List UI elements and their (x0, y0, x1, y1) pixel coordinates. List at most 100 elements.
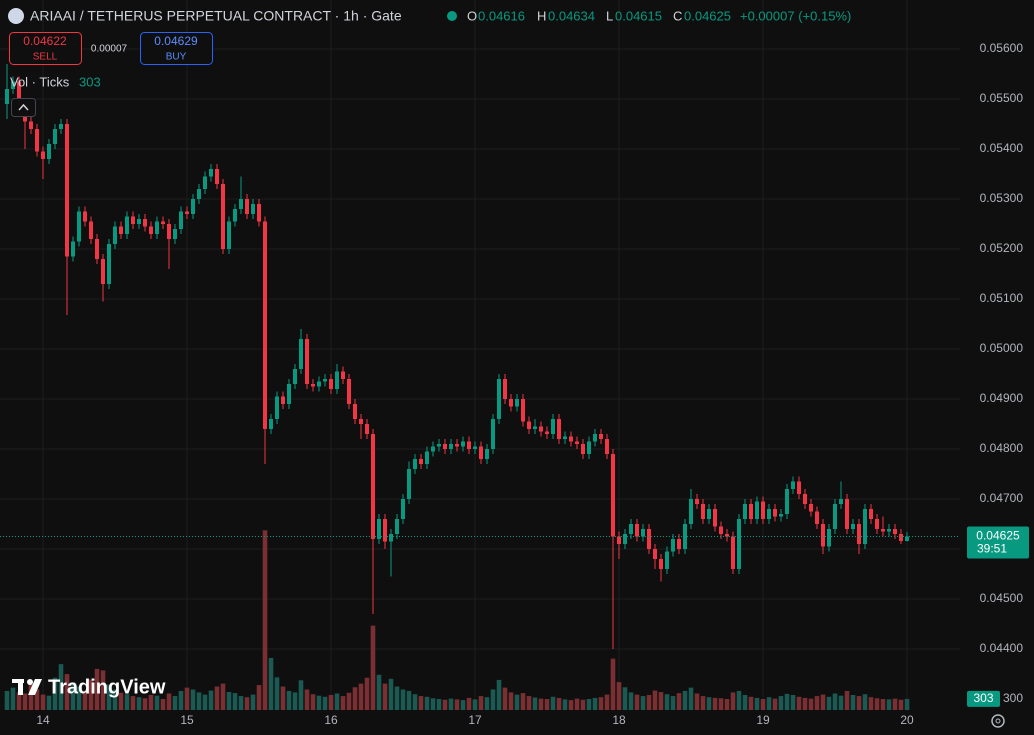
candle-body (455, 444, 459, 447)
volume-bar (316, 695, 322, 710)
candle-body (755, 501, 759, 519)
settings-button[interactable] (991, 714, 1005, 728)
volume-bar (88, 679, 94, 710)
candle-body (791, 481, 795, 489)
candle-body (305, 339, 309, 384)
logo-part (18, 679, 23, 695)
volume-bar (850, 694, 856, 710)
candle-body (203, 176, 207, 189)
volume-bar (796, 696, 802, 710)
candle-body (41, 151, 45, 159)
candle-body (497, 379, 501, 419)
volume-bar (784, 693, 790, 710)
volume-bar (892, 698, 898, 710)
candle-body (653, 549, 657, 559)
volume-bar (826, 696, 832, 710)
candle-body (293, 369, 297, 384)
volume-bar (208, 690, 214, 710)
candle-body (227, 221, 231, 249)
volume-bar (466, 697, 472, 710)
candle-body (419, 459, 423, 464)
volume-legend-label: Vol · Ticks (10, 74, 70, 89)
volume-bar (112, 689, 118, 710)
candle-body (359, 419, 363, 424)
candle-body (263, 221, 267, 429)
ohlc-value: 0.04616 (478, 8, 525, 23)
candle-body (137, 219, 141, 224)
volume-bar (238, 696, 244, 710)
volume-bar (412, 694, 418, 710)
volume-bar (604, 694, 610, 710)
y-tick-label: 0.04500 (980, 591, 1024, 605)
y-tick-label: 0.04900 (980, 391, 1024, 405)
volume-bar (538, 698, 544, 710)
volume-bar (622, 687, 628, 710)
candle-body (71, 241, 75, 257)
candle-body (425, 451, 429, 464)
candle-body (449, 444, 453, 449)
volume-bar (664, 694, 670, 710)
candle-body (11, 81, 15, 89)
watermark-logo (12, 679, 42, 695)
volume-bar (472, 699, 478, 710)
volume-bar (478, 696, 484, 710)
volume-bar (814, 696, 820, 710)
candle-body (881, 529, 885, 532)
candle-body (875, 519, 879, 529)
volume-bar (178, 690, 184, 710)
volume-bar (718, 698, 724, 710)
settings-icon (995, 718, 1001, 724)
candle-body (407, 469, 411, 499)
candle-body (101, 259, 105, 284)
x-tick-label: 18 (612, 713, 626, 727)
candle-body (677, 539, 681, 549)
candle-body (395, 519, 399, 534)
candle-body (773, 509, 777, 517)
candle-body (461, 441, 465, 447)
candle-body (815, 511, 819, 524)
candle-body (617, 536, 621, 544)
volume-bar (484, 697, 490, 710)
candle-body (341, 371, 345, 379)
volume-bar (364, 677, 370, 710)
sell-price: 0.04622 (23, 34, 67, 48)
candle-body (647, 529, 651, 549)
candle-body (401, 499, 405, 519)
candle-body (665, 551, 669, 569)
sell-button[interactable] (9, 32, 82, 65)
volume-bar (130, 696, 136, 710)
candle-body (521, 399, 525, 422)
candle-body (377, 519, 381, 539)
candle-body (275, 396, 279, 419)
ohlc-value: 0.04615 (615, 8, 662, 23)
volume-bar (436, 698, 442, 710)
volume-bar (580, 699, 586, 710)
candle-body (149, 226, 153, 234)
y-tick-label: 0.05600 (980, 41, 1024, 55)
volume-bar (28, 684, 34, 710)
volume-bar (310, 694, 316, 710)
candle-body (833, 504, 837, 529)
volume-bar (730, 692, 736, 710)
candle-body (863, 509, 867, 544)
collapse-button[interactable] (11, 98, 36, 117)
grid (0, 0, 960, 710)
candle-body (797, 481, 801, 494)
volume-bar (136, 697, 142, 710)
volume-bar (244, 697, 250, 710)
candle-body (539, 426, 543, 432)
candle-body (443, 444, 447, 449)
candle-body (503, 379, 507, 399)
candle-body (59, 124, 63, 129)
y-tick-label: 0.04400 (980, 641, 1024, 655)
volume-bar (628, 692, 634, 710)
candle-body (887, 529, 891, 532)
y-tick-label: 0.05100 (980, 291, 1024, 305)
volume-bar (862, 694, 868, 710)
candle-body (545, 431, 549, 434)
candle-body (713, 509, 717, 527)
candle-body (389, 534, 393, 542)
buy-button[interactable] (140, 32, 213, 65)
candle-body (119, 226, 123, 234)
candle-body (641, 529, 645, 537)
